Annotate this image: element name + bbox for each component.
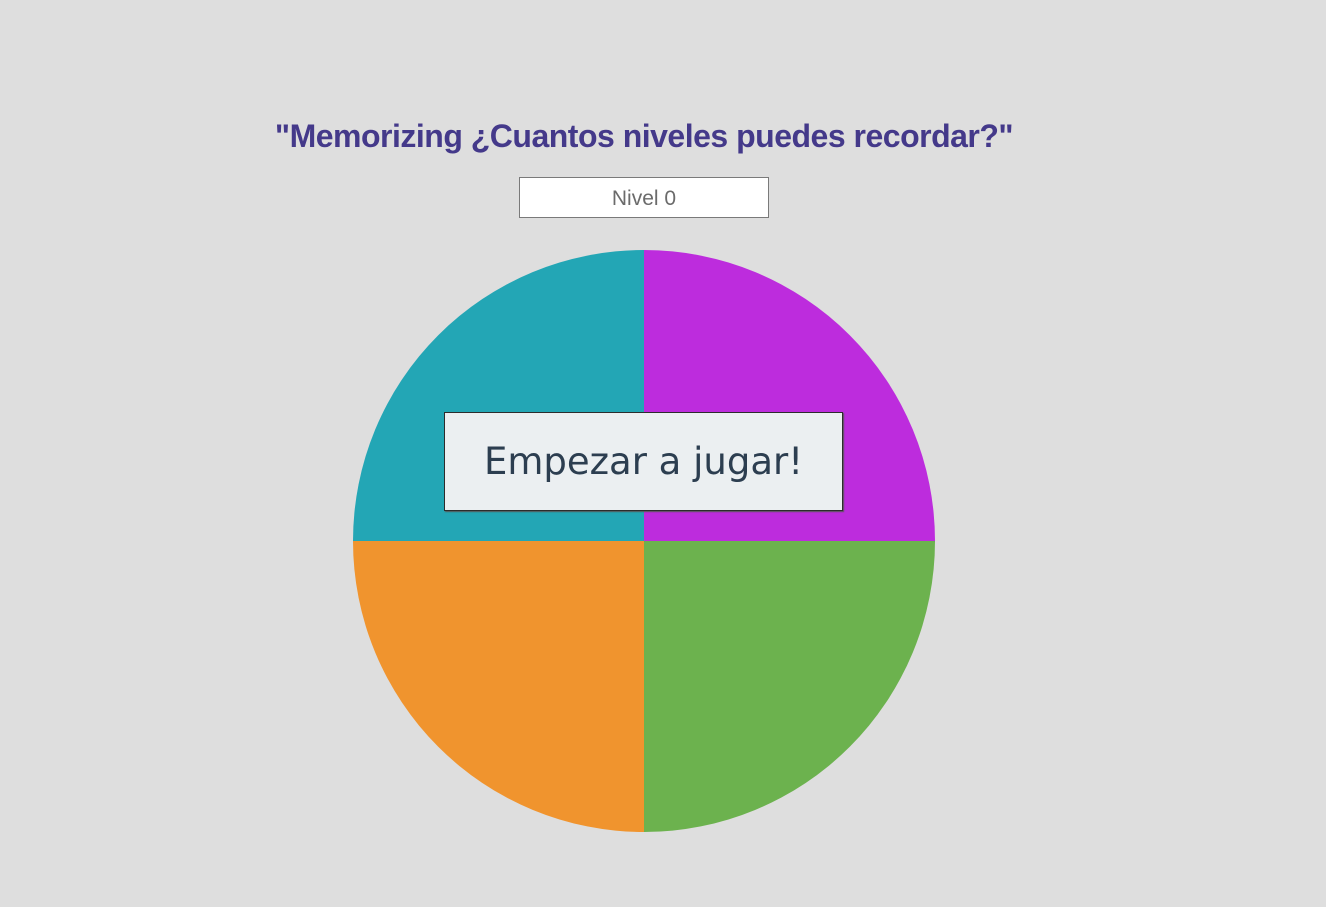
game-title: "Memorizing ¿Cuantos niveles puedes reco… — [274, 118, 1014, 154]
quadrant-bottom-left[interactable] — [353, 541, 644, 832]
start-game-button[interactable]: Empezar a jugar! — [444, 412, 843, 511]
simon-board — [353, 250, 935, 832]
quadrant-bottom-right[interactable] — [644, 541, 935, 832]
level-display: Nivel 0 — [519, 177, 769, 218]
